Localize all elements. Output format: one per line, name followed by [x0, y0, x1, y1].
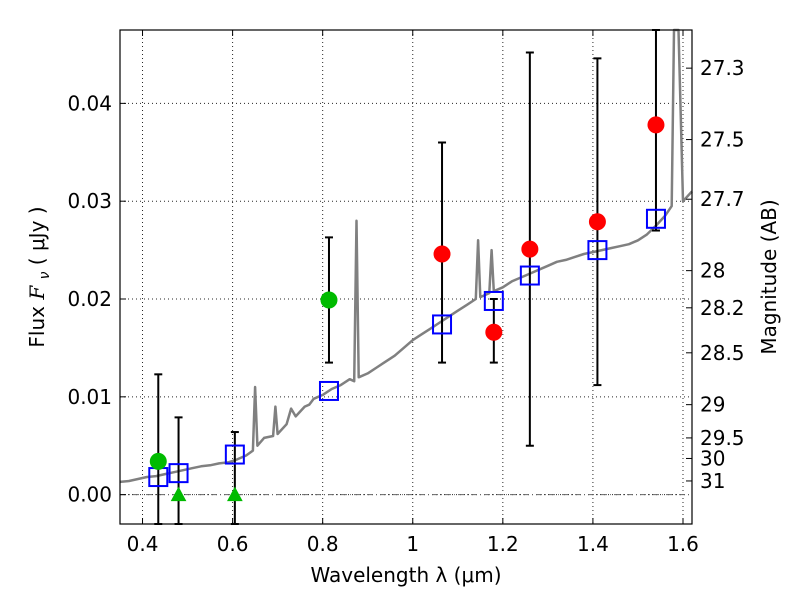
y-tick-label: 0.03: [67, 189, 112, 213]
model-square: [168, 463, 189, 484]
model-square: [224, 444, 245, 465]
y-axis-label: Flux F ν ( μJy ): [25, 206, 54, 347]
x-tick-label: 1: [406, 532, 419, 556]
y-axis-label-symbol: F: [25, 285, 49, 301]
magnitude-tick-label: 27.3: [700, 56, 745, 80]
magnitude-tick-label: 30: [700, 446, 725, 470]
magnitude-tick-label: 28.2: [700, 296, 745, 320]
error-bars: [154, 29, 660, 525]
observed-point: [320, 291, 338, 309]
y-axis-label-subscript: ν: [37, 271, 53, 279]
model-square: [432, 314, 453, 335]
x-tick-label: 0.6: [217, 532, 249, 556]
x-tick-label: 1.4: [577, 532, 609, 556]
y-tick-label: 0.02: [67, 287, 112, 311]
model-square: [318, 380, 339, 401]
observed-point: [433, 245, 451, 263]
observed-point: [485, 323, 503, 341]
magnitude-axis-label: Magnitude (AB): [757, 199, 781, 354]
magnitude-tick-label: 29: [700, 393, 725, 417]
model-square: [645, 208, 666, 229]
y-tick-label: 0.04: [67, 91, 112, 115]
observed-point: [521, 240, 539, 258]
observed-point: [647, 116, 665, 134]
magnitude-tick-label: 31: [700, 469, 725, 493]
y-tick-label: 0.00: [67, 483, 112, 507]
plot-frame: [119, 29, 693, 525]
model-square: [483, 290, 504, 311]
x-axis-label: Wavelength λ (μm): [310, 563, 501, 587]
magnitude-tick-label: 27.7: [700, 187, 745, 211]
x-tick-label: 1.6: [667, 532, 699, 556]
x-tick-label: 0.8: [307, 532, 339, 556]
model-square: [519, 265, 540, 286]
model-square: [587, 240, 608, 261]
magnitude-tick-label: 29.5: [700, 426, 745, 450]
y-axis-label-suffix: ( μJy ): [25, 206, 49, 265]
axis-ticks: 0.4 0.6 0.8 1 1.2 1.4 1.6 0.00 0.01 0.02 0.03 0.04 2…: [67, 30, 745, 556]
observed-point: [149, 452, 167, 470]
magnitude-tick-label: 27.5: [700, 128, 745, 152]
x-tick-label: 0.4: [127, 532, 159, 556]
x-tick-label: 1.2: [487, 532, 519, 556]
y-axis-label-prefix: Flux: [25, 300, 49, 348]
magnitude-tick-label: 28: [700, 259, 725, 283]
grid-lines: [120, 30, 692, 524]
magnitude-tick-label: 28.5: [700, 341, 745, 365]
observed-point: [588, 213, 606, 231]
y-tick-label: 0.01: [67, 385, 112, 409]
upper-limit-triangle: [170, 486, 187, 502]
upper-limit-triangle: [227, 486, 243, 502]
markers: [148, 116, 666, 502]
